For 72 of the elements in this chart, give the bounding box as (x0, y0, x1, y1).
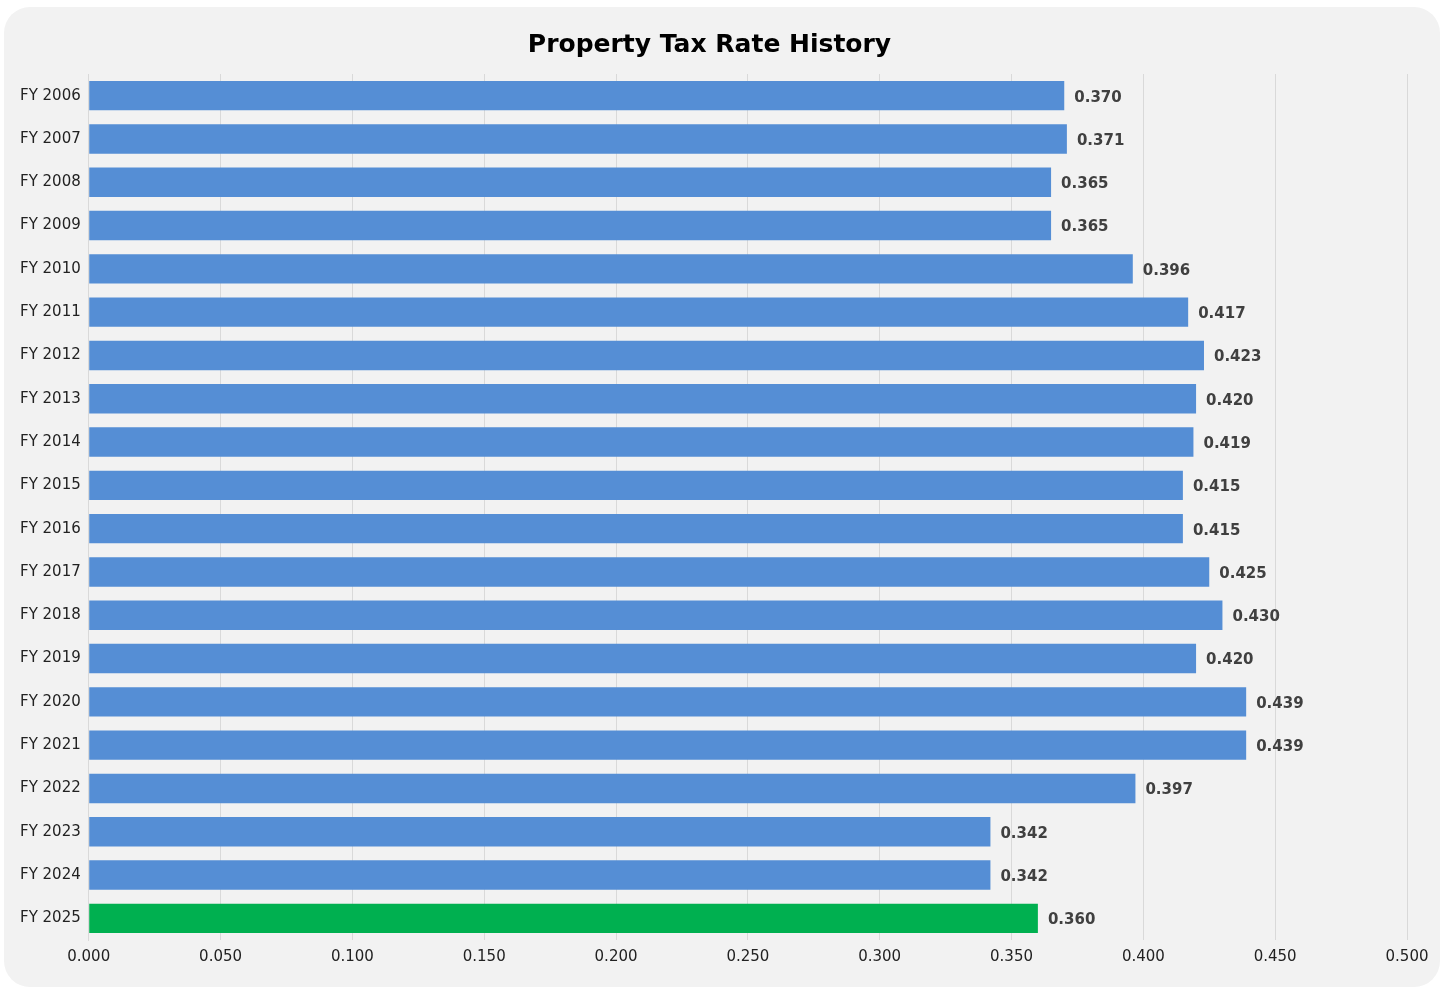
data-label: 0.342 (1000, 823, 1048, 842)
bar (89, 124, 1067, 154)
data-label: 0.420 (1206, 390, 1254, 409)
y-tick-label: FY 2023 (20, 821, 81, 840)
bar (89, 730, 1247, 760)
bar (89, 600, 1223, 630)
y-tick-label: FY 2010 (20, 258, 81, 277)
data-label: 0.430 (1232, 607, 1280, 626)
y-tick-label: FY 2008 (20, 172, 81, 191)
bar (89, 817, 991, 847)
x-tick-label: 0.400 (1121, 946, 1165, 965)
x-tick-label: 0.200 (594, 946, 638, 965)
bar (89, 384, 1197, 414)
y-tick-label: FY 2019 (20, 648, 81, 667)
data-label: 0.423 (1213, 347, 1262, 366)
y-tick-label: FY 2017 (20, 561, 81, 580)
bar (89, 557, 1210, 587)
y-tick-label: FY 2006 (20, 85, 81, 104)
y-tick-label: FY 2011 (20, 302, 81, 321)
data-label: 0.360 (1047, 910, 1096, 929)
data-label: 0.365 (1061, 217, 1109, 236)
x-tick-label: 0.000 (67, 946, 111, 965)
bar (89, 427, 1194, 457)
y-tick-label: FY 2018 (20, 605, 81, 624)
bar (89, 903, 1038, 934)
chart-title: Property Tax Rate History (527, 28, 892, 58)
x-tick-label: 0.300 (858, 946, 902, 965)
data-label: 0.365 (1061, 174, 1109, 193)
bar (89, 687, 1247, 717)
data-label: 0.342 (1000, 866, 1048, 885)
y-tick-label: FY 2009 (20, 215, 81, 234)
y-tick-label: FY 2025 (20, 908, 81, 927)
data-label: 0.396 (1142, 260, 1191, 279)
bar (89, 297, 1189, 327)
y-tick-label: FY 2016 (20, 518, 81, 537)
x-tick-label: 0.050 (199, 946, 243, 965)
bar (89, 860, 991, 890)
x-tick-label: 0.500 (1385, 946, 1429, 965)
y-tick-label: FY 2013 (20, 388, 81, 407)
y-tick-label: FY 2012 (20, 345, 81, 364)
data-label: 0.397 (1145, 780, 1193, 799)
bar (89, 643, 1197, 674)
bar (89, 210, 1052, 241)
bar (89, 470, 1183, 501)
data-label: 0.417 (1198, 304, 1246, 323)
x-tick-label: 0.450 (1253, 946, 1297, 965)
y-tick-label: FY 2022 (20, 778, 81, 797)
x-tick-label: 0.150 (462, 946, 506, 965)
bar (89, 254, 1133, 284)
x-tick-label: 0.250 (726, 946, 770, 965)
y-tick-label: FY 2021 (20, 735, 81, 754)
y-tick-label: FY 2015 (20, 475, 81, 494)
bar (89, 513, 1183, 544)
y-tick-label: FY 2007 (20, 128, 81, 147)
data-label: 0.425 (1219, 563, 1267, 582)
x-tick-label: 0.100 (330, 946, 374, 965)
data-label: 0.415 (1192, 520, 1241, 539)
data-label: 0.439 (1256, 737, 1304, 756)
y-tick-label: FY 2014 (20, 431, 81, 450)
data-label: 0.415 (1192, 477, 1241, 496)
y-tick-label: FY 2024 (20, 864, 81, 883)
y-tick-label: FY 2020 (20, 691, 81, 710)
data-label: 0.420 (1206, 650, 1254, 669)
data-label: 0.419 (1203, 433, 1251, 452)
data-label: 0.370 (1074, 87, 1122, 106)
bar (89, 340, 1204, 371)
data-label: 0.439 (1256, 693, 1304, 712)
bar (89, 167, 1052, 197)
data-label: 0.371 (1076, 130, 1125, 149)
bar (89, 80, 1065, 111)
bar (89, 773, 1136, 804)
x-tick-label: 0.350 (990, 946, 1033, 965)
